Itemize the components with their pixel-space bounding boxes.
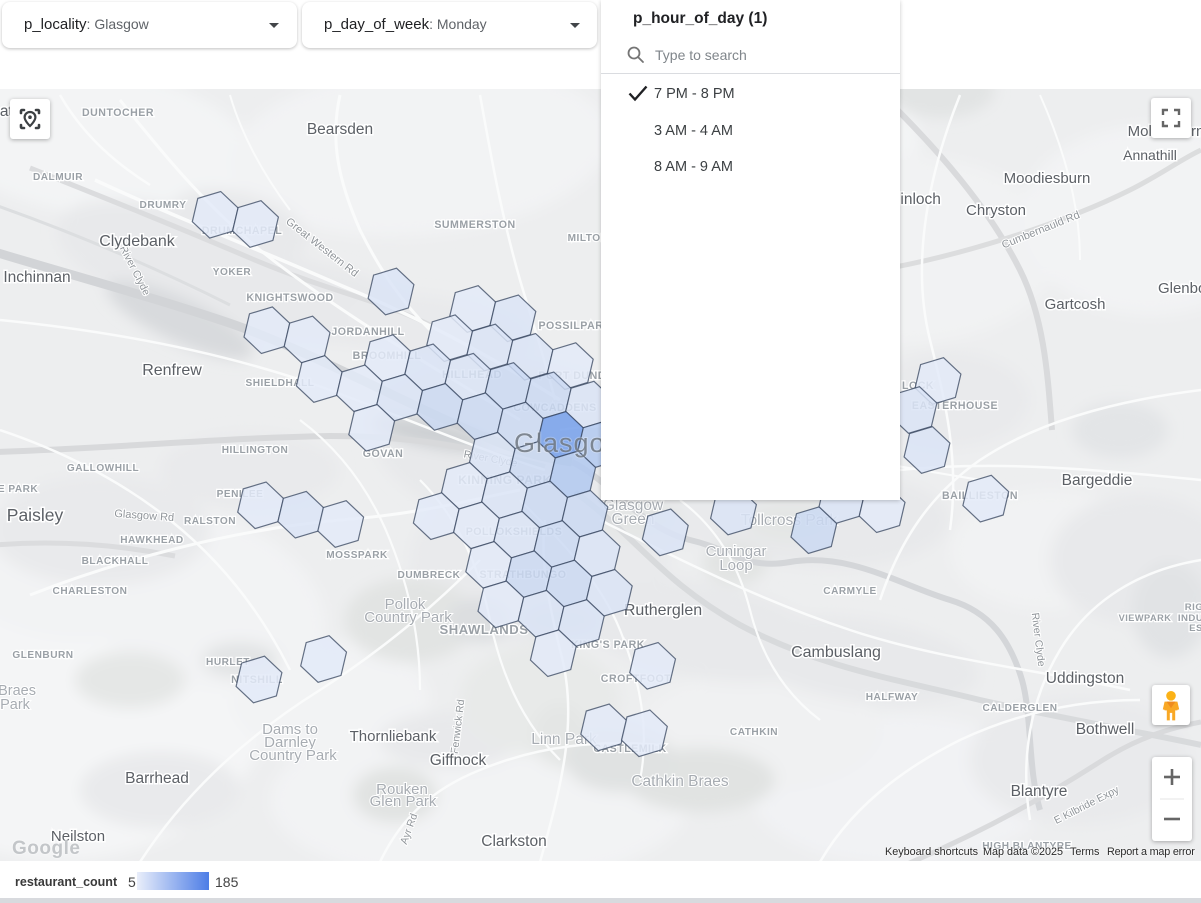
svg-text:DUMBRECK: DUMBRECK (398, 570, 461, 581)
svg-text:Annathill: Annathill (1123, 147, 1177, 163)
svg-text:Chryston: Chryston (966, 202, 1026, 219)
svg-text:KNIGHTSWOOD: KNIGHTSWOOD (246, 292, 333, 304)
svg-text:HIGH BLANTYRE: HIGH BLANTYRE (982, 841, 1072, 852)
svg-text:Glasgow Rd: Glasgow Rd (114, 508, 175, 524)
svg-text:ES: ES (1189, 623, 1201, 634)
svg-text:Country Park: Country Park (364, 609, 452, 626)
svg-text:Blantyre: Blantyre (1011, 783, 1068, 800)
svg-text:HAWKHEAD: HAWKHEAD (120, 535, 183, 546)
svg-text:Cambuslang: Cambuslang (791, 644, 881, 661)
svg-text:Bargeddie: Bargeddie (1062, 472, 1133, 489)
svg-text:Glen Park: Glen Park (370, 793, 437, 810)
svg-text:DRUMRY: DRUMRY (140, 200, 187, 211)
svg-text:Loop: Loop (719, 557, 752, 574)
svg-text:Bearsden: Bearsden (307, 121, 373, 138)
svg-text:SHAWLANDS: SHAWLANDS (440, 622, 529, 637)
svg-text:Cathkin Braes: Cathkin Braes (631, 773, 729, 790)
svg-text:Park: Park (0, 697, 31, 713)
svg-text:VIEWPARK: VIEWPARK (1119, 613, 1172, 623)
svg-text:Pollok: Pollok (385, 596, 426, 613)
svg-text:MILTON: MILTON (568, 233, 609, 244)
svg-text:Inchinnan: Inchinnan (3, 269, 70, 286)
svg-text:Country Park: Country Park (249, 747, 337, 764)
svg-text:CHARLESTON: CHARLESTON (53, 586, 128, 597)
svg-text:Neilston: Neilston (51, 828, 105, 845)
svg-text:GOVAN: GOVAN (363, 448, 404, 460)
svg-text:RIG: RIG (1185, 602, 1201, 613)
svg-text:HALFWAY: HALFWAY (866, 692, 918, 703)
svg-text:Cuningar: Cuningar (706, 543, 767, 560)
svg-text:Uddingston: Uddingston (1046, 670, 1124, 687)
svg-text:Darnley: Darnley (264, 734, 316, 751)
svg-text:YOKER: YOKER (213, 267, 252, 278)
svg-text:RALSTON: RALSTON (184, 516, 236, 527)
svg-text:MOSSPARK: MOSSPARK (326, 550, 388, 561)
svg-text:Barrhead: Barrhead (125, 770, 189, 787)
svg-text:Rouken: Rouken (376, 781, 428, 798)
svg-text:INDUS: INDUS (1178, 613, 1201, 624)
svg-text:Thornliebank: Thornliebank (350, 728, 437, 745)
svg-text:DALMUIR: DALMUIR (33, 172, 83, 183)
svg-text:CARMYLE: CARMYLE (823, 586, 876, 597)
svg-text:SUMMERSTON: SUMMERSTON (434, 219, 515, 231)
svg-text:CALDERGLEN: CALDERGLEN (982, 703, 1057, 714)
svg-text:BLACKHALL: BLACKHALL (82, 556, 149, 567)
svg-text:Glasgow: Glasgow (603, 497, 664, 514)
svg-text:Clydebank: Clydebank (99, 233, 176, 250)
svg-text:Braes: Braes (0, 683, 36, 699)
svg-text:HILLINGTON: HILLINGTON (222, 445, 289, 456)
svg-text:GLENBURN: GLENBURN (12, 650, 73, 661)
svg-text:Giffnock: Giffnock (430, 752, 487, 769)
svg-text:Moodiesburn: Moodiesburn (1004, 170, 1091, 187)
svg-text:Gartcosh: Gartcosh (1045, 296, 1106, 313)
svg-text:Clarkston: Clarkston (481, 833, 546, 850)
svg-text:DUNTOCHER: DUNTOCHER (82, 107, 154, 119)
svg-text:Green: Green (611, 511, 654, 528)
svg-text:Glenboig: Glenboig (1158, 280, 1201, 297)
svg-text:HURLET: HURLET (206, 657, 250, 668)
svg-text:E PARK: E PARK (0, 484, 38, 495)
svg-text:JORDANHILL: JORDANHILL (331, 326, 404, 338)
svg-text:GALLOWHILL: GALLOWHILL (67, 463, 139, 474)
svg-text:POSSILPARK: POSSILPARK (538, 320, 611, 332)
svg-text:Paisley: Paisley (7, 505, 64, 525)
svg-text:Dams to: Dams to (262, 721, 318, 738)
svg-text:Rutherglen: Rutherglen (624, 602, 702, 619)
svg-text:Bothwell: Bothwell (1076, 721, 1135, 738)
svg-text:CATHKIN: CATHKIN (730, 727, 778, 738)
svg-text:Renfrew: Renfrew (142, 362, 202, 379)
